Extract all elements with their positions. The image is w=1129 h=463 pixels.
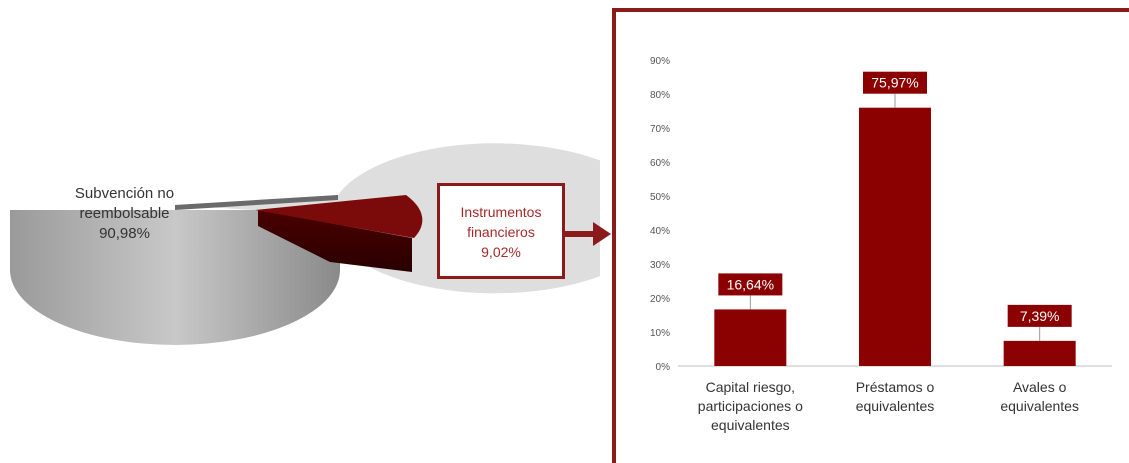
data-label-box	[1007, 304, 1072, 327]
bar	[714, 309, 787, 366]
y-tick-label: 90%	[650, 56, 670, 67]
data-label-box	[718, 273, 783, 296]
pie-label-grant: Subvención no reembolsable 90,98%	[52, 184, 197, 244]
y-tick-label: 20%	[650, 294, 670, 305]
data-label: 16,64%	[727, 276, 774, 292]
bar	[1003, 340, 1076, 366]
data-label-box	[863, 71, 927, 94]
callout-line1: Instrumentos	[460, 204, 542, 220]
y-tick-label: 0%	[656, 362, 671, 373]
y-tick-label: 60%	[650, 158, 670, 169]
y-tick-label: 70%	[650, 124, 670, 135]
pie-slice-grant-edge	[175, 195, 338, 210]
data-label: 75,97%	[871, 75, 918, 91]
pie-slice-financial-side	[258, 210, 412, 272]
y-tick-label: 50%	[650, 192, 670, 203]
bar	[859, 107, 931, 367]
pie-label-grant-value: 90,98%	[99, 225, 150, 242]
pie-slice-financial	[255, 195, 423, 238]
category-label: Avales o	[1013, 379, 1067, 395]
category-label: Préstamos o	[856, 379, 935, 395]
bar-chart-svg: 0% 10% 20% 30% 40% 50% 60% 70% 80% 90% 16,64% Capit…	[650, 56, 1112, 433]
category-label: equivalentes	[1000, 398, 1079, 414]
y-tick-label: 30%	[650, 260, 670, 271]
callout-financial-instruments: Instrumentos financieros 9,02%	[437, 183, 565, 279]
pie-slice-grant-side	[10, 210, 340, 345]
bar-chart: 0% 10% 20% 30% 40% 50% 60% 70% 80% 90% 16,64% Capit…	[612, 8, 1129, 463]
y-tick-label: 10%	[650, 328, 670, 339]
category-label: equivalentes	[856, 398, 935, 414]
arrow-icon	[565, 222, 611, 246]
data-label: 7,39%	[1020, 308, 1060, 324]
callout-value: 9,02%	[481, 244, 521, 260]
pie-label-grant-line1: Subvención no	[74, 185, 175, 202]
category-label: Capital riesgo,	[706, 379, 796, 395]
pie-label-grant-line2: reembolsable	[79, 205, 170, 222]
category-label: equivalentes	[711, 417, 790, 433]
y-tick-label: 40%	[650, 226, 670, 237]
callout-line2: financieros	[467, 224, 535, 240]
category-label: participaciones o	[698, 398, 803, 414]
y-tick-label: 80%	[650, 90, 670, 101]
